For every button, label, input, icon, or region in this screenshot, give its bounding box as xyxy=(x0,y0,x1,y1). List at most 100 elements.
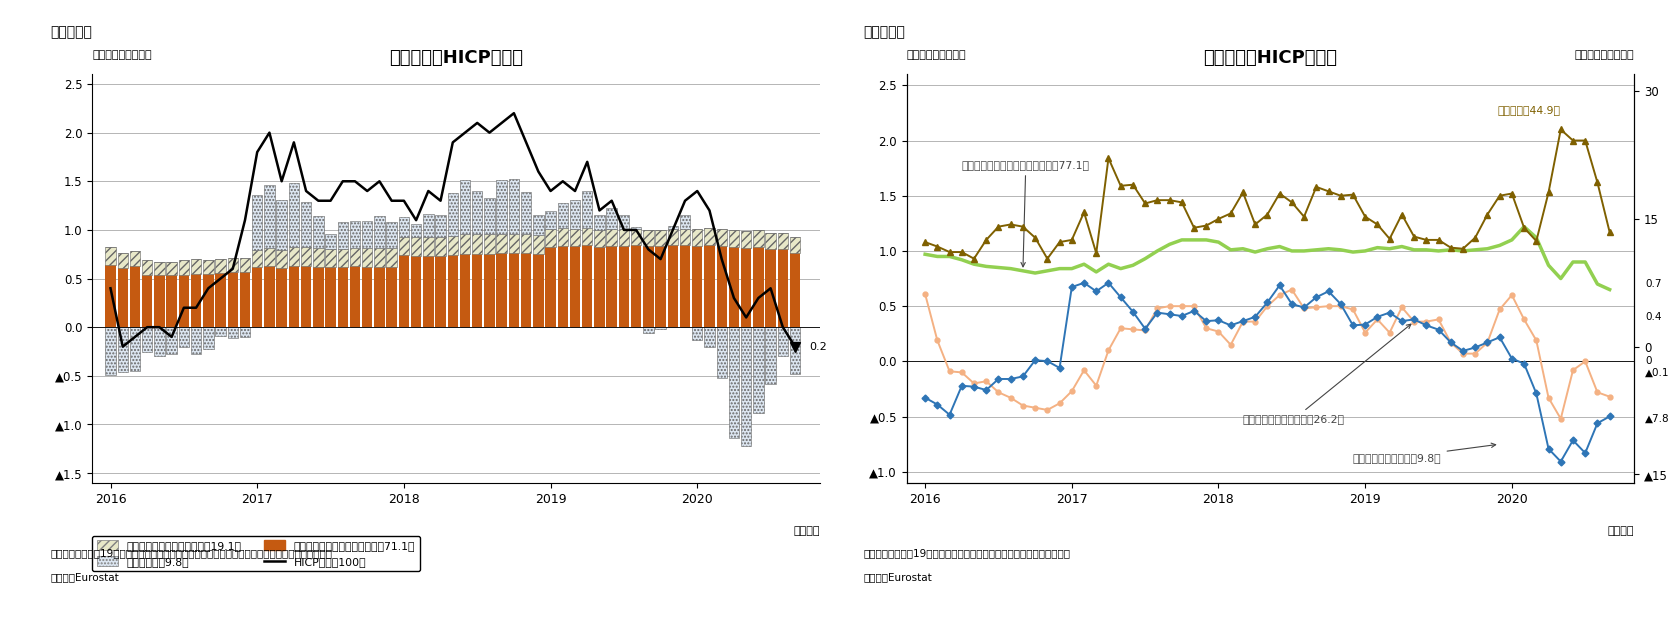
Bar xyxy=(277,250,287,268)
Bar xyxy=(473,191,483,234)
Bar xyxy=(387,267,397,327)
Bar xyxy=(387,248,397,267)
Bar xyxy=(644,327,654,333)
Bar xyxy=(265,185,275,248)
Bar xyxy=(533,215,543,235)
Bar xyxy=(607,207,617,229)
Bar xyxy=(117,268,127,327)
Bar xyxy=(106,265,116,327)
Bar xyxy=(179,327,189,347)
Bar xyxy=(607,246,617,327)
Bar xyxy=(399,255,409,327)
Bar xyxy=(362,248,372,267)
Bar xyxy=(778,249,788,327)
Bar xyxy=(558,202,568,228)
Bar xyxy=(313,267,323,327)
Title: ユーロ圏のHICP上昇率: ユーロ圏のHICP上昇率 xyxy=(389,49,523,67)
Bar xyxy=(215,327,226,336)
Bar xyxy=(510,234,520,253)
Bar xyxy=(228,258,238,272)
Bar xyxy=(228,272,238,327)
Bar xyxy=(302,248,312,266)
Bar xyxy=(362,267,372,327)
Bar xyxy=(203,327,213,348)
Bar xyxy=(766,233,776,249)
Bar xyxy=(655,230,665,246)
Bar xyxy=(240,327,250,337)
Bar xyxy=(447,193,458,236)
Bar xyxy=(789,236,799,253)
Bar xyxy=(215,259,226,273)
Bar xyxy=(166,262,178,275)
Text: （月次）: （月次） xyxy=(793,526,820,535)
Bar xyxy=(741,327,751,446)
Bar xyxy=(753,248,764,327)
Bar xyxy=(521,234,531,253)
Text: （前年同月比、％）: （前年同月比、％） xyxy=(907,50,967,60)
Bar xyxy=(618,215,628,229)
Bar xyxy=(704,246,714,327)
Bar xyxy=(142,327,153,352)
Bar xyxy=(692,246,702,327)
Bar xyxy=(251,267,263,327)
Bar xyxy=(337,222,349,249)
Bar xyxy=(496,180,506,234)
Bar xyxy=(582,191,592,228)
Bar xyxy=(313,248,323,267)
Bar xyxy=(411,224,421,236)
Bar xyxy=(582,228,592,246)
Bar xyxy=(203,274,213,327)
Bar xyxy=(191,327,201,355)
Bar xyxy=(302,266,312,327)
Bar xyxy=(558,228,568,246)
Bar xyxy=(325,234,335,249)
Bar xyxy=(655,327,665,329)
Text: （図表２）: （図表２） xyxy=(863,25,905,39)
Bar xyxy=(436,256,446,327)
Bar xyxy=(106,327,116,375)
Bar xyxy=(154,262,164,275)
Bar xyxy=(729,327,739,438)
Bar xyxy=(545,229,556,248)
Bar xyxy=(399,236,409,255)
Bar xyxy=(459,180,471,234)
Bar xyxy=(630,227,642,229)
Bar xyxy=(484,198,494,234)
Bar xyxy=(277,200,287,250)
Bar xyxy=(667,246,679,327)
Bar xyxy=(704,228,714,246)
Bar xyxy=(362,221,372,248)
Bar xyxy=(692,229,702,246)
Text: （前年同月比、％）: （前年同月比、％） xyxy=(92,50,153,60)
Bar xyxy=(667,226,679,229)
Bar xyxy=(582,246,592,327)
Bar xyxy=(607,229,617,246)
Bar xyxy=(265,248,275,266)
Bar xyxy=(484,254,494,327)
Bar xyxy=(251,250,263,267)
Bar xyxy=(521,192,531,234)
Bar xyxy=(154,327,164,357)
Bar xyxy=(595,215,605,230)
Bar xyxy=(766,327,776,384)
Bar xyxy=(753,230,764,248)
Bar xyxy=(191,259,201,274)
Bar xyxy=(142,260,153,275)
Bar xyxy=(337,249,349,267)
Bar xyxy=(251,195,263,250)
Bar xyxy=(374,216,384,248)
Bar xyxy=(228,327,238,338)
Bar xyxy=(778,327,788,357)
Bar xyxy=(778,233,788,249)
Text: （資料）Eurostat: （資料）Eurostat xyxy=(863,573,932,582)
Bar xyxy=(265,266,275,327)
Bar xyxy=(753,327,764,413)
Bar xyxy=(215,273,226,327)
Bar xyxy=(277,268,287,327)
Bar xyxy=(447,236,458,255)
Bar xyxy=(510,180,520,234)
Bar xyxy=(680,246,691,327)
Title: ユーロ圏のHICP上昇率: ユーロ圏のHICP上昇率 xyxy=(1203,49,1337,67)
Bar xyxy=(741,231,751,248)
Bar xyxy=(570,229,580,246)
